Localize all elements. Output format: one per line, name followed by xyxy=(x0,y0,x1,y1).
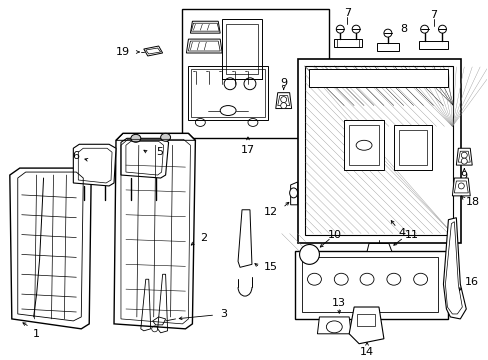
Text: 16: 16 xyxy=(464,277,478,287)
Text: 13: 13 xyxy=(331,298,346,308)
Text: 7: 7 xyxy=(429,10,436,20)
Bar xyxy=(297,59,460,243)
Text: 10: 10 xyxy=(327,230,342,239)
Ellipse shape xyxy=(280,103,286,109)
Bar xyxy=(344,121,383,170)
Text: 12: 12 xyxy=(263,207,277,217)
Bar xyxy=(376,43,398,51)
Bar xyxy=(418,41,447,49)
Text: 9: 9 xyxy=(460,171,467,181)
Text: 14: 14 xyxy=(359,347,373,357)
Text: 7: 7 xyxy=(343,8,350,18)
Ellipse shape xyxy=(161,133,170,141)
Polygon shape xyxy=(348,307,383,344)
Text: 18: 18 xyxy=(466,197,479,207)
Bar xyxy=(398,130,426,165)
Polygon shape xyxy=(290,182,297,205)
Text: 1: 1 xyxy=(33,329,40,339)
Ellipse shape xyxy=(460,152,467,158)
Text: 5: 5 xyxy=(155,147,163,157)
Polygon shape xyxy=(451,178,469,196)
Bar xyxy=(225,24,257,74)
Polygon shape xyxy=(443,218,466,319)
Polygon shape xyxy=(73,144,116,186)
Bar xyxy=(348,125,378,165)
Ellipse shape xyxy=(420,25,427,33)
Polygon shape xyxy=(10,168,91,329)
Polygon shape xyxy=(317,317,350,334)
Ellipse shape xyxy=(438,25,446,33)
Bar xyxy=(182,9,328,138)
Polygon shape xyxy=(455,148,471,165)
Polygon shape xyxy=(121,138,168,178)
Ellipse shape xyxy=(355,140,371,150)
Text: 15: 15 xyxy=(264,262,277,272)
Ellipse shape xyxy=(299,244,319,264)
Bar xyxy=(304,66,452,235)
Ellipse shape xyxy=(413,273,427,285)
Bar xyxy=(309,69,447,87)
Ellipse shape xyxy=(386,273,400,285)
Text: 11: 11 xyxy=(404,230,418,239)
Ellipse shape xyxy=(457,183,463,189)
Ellipse shape xyxy=(460,158,467,164)
Ellipse shape xyxy=(280,96,286,103)
Ellipse shape xyxy=(131,134,141,142)
Text: 2: 2 xyxy=(200,233,207,243)
Ellipse shape xyxy=(334,273,347,285)
Bar xyxy=(222,19,262,79)
Ellipse shape xyxy=(307,273,321,285)
Bar xyxy=(393,125,431,170)
Ellipse shape xyxy=(289,188,297,198)
Bar xyxy=(334,39,361,47)
Text: 17: 17 xyxy=(241,145,255,155)
Ellipse shape xyxy=(351,25,359,33)
Ellipse shape xyxy=(383,29,391,37)
Ellipse shape xyxy=(336,25,344,33)
Bar xyxy=(356,314,374,326)
Bar xyxy=(301,257,438,312)
Text: 19: 19 xyxy=(116,47,130,57)
Bar xyxy=(294,251,447,319)
Text: 9: 9 xyxy=(280,78,286,88)
Polygon shape xyxy=(114,133,195,329)
Text: 4: 4 xyxy=(397,228,405,238)
Text: 3: 3 xyxy=(220,309,227,319)
Polygon shape xyxy=(275,93,291,109)
Text: 8: 8 xyxy=(399,24,407,34)
Polygon shape xyxy=(238,210,251,267)
Ellipse shape xyxy=(325,321,342,333)
Polygon shape xyxy=(366,243,391,251)
Ellipse shape xyxy=(359,273,373,285)
Text: 6: 6 xyxy=(72,151,79,161)
